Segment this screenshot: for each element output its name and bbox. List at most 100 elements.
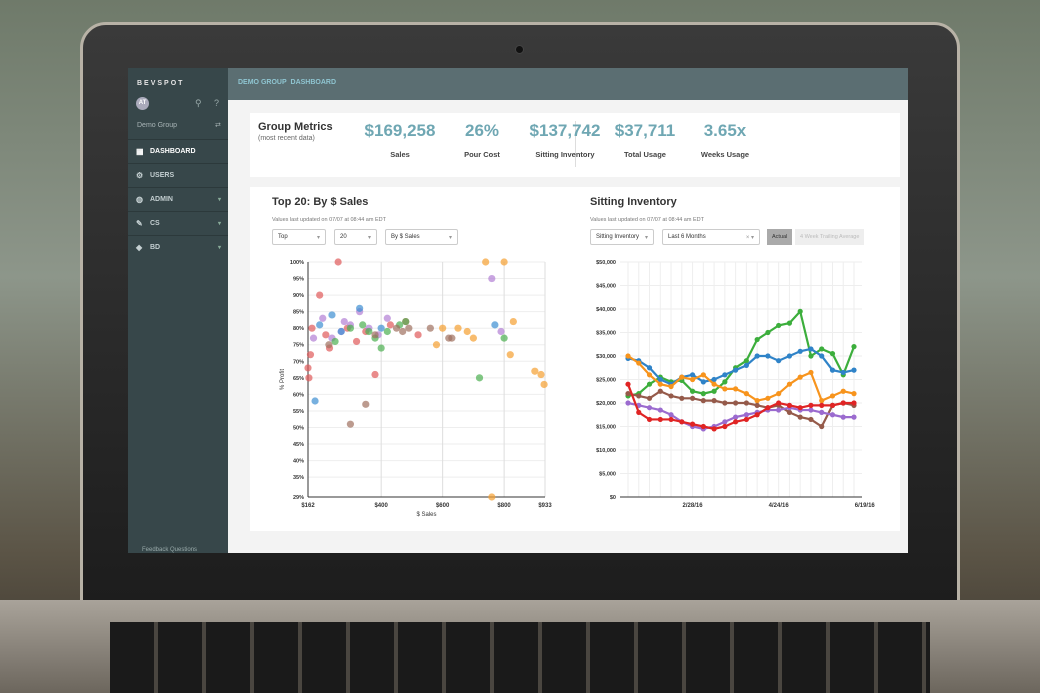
range-select-value: Last 6 Months	[668, 234, 706, 240]
data-point-green	[786, 320, 793, 326]
y-axis-label: % Profit	[280, 369, 286, 390]
data-point-red	[305, 374, 313, 382]
data-point-orange	[689, 376, 696, 383]
data-point-red	[840, 400, 846, 406]
data-point-purple	[733, 414, 739, 420]
count-select-value: 20	[340, 234, 347, 240]
data-point-brown	[346, 420, 355, 428]
metric-1: 26% Pour Cost	[427, 121, 537, 159]
data-point-orange	[668, 383, 674, 390]
top-select[interactable]: Top ▾	[272, 229, 326, 245]
data-point-brown	[786, 409, 793, 415]
sidebar-item-cs[interactable]: ✎ CS ▾	[128, 211, 228, 235]
y-tick-label: 100%	[290, 260, 304, 266]
data-point-red	[711, 426, 717, 432]
data-point-blue	[829, 367, 836, 373]
data-point-blue	[316, 321, 324, 329]
data-point-green	[383, 327, 391, 336]
data-point-green	[365, 327, 373, 336]
data-point-green	[346, 324, 355, 332]
data-point-red	[308, 324, 316, 332]
data-point-brown	[625, 391, 631, 397]
sort-select-value: By $ Sales	[391, 234, 420, 240]
sidebar-footer[interactable]: Feedback Questions	[142, 547, 198, 553]
data-point-orange	[754, 398, 760, 404]
data-point-blue	[819, 353, 825, 359]
data-point-orange	[488, 493, 496, 501]
data-point-red	[316, 291, 324, 299]
data-point-purple	[340, 317, 348, 326]
data-point-purple	[851, 414, 857, 420]
metric-label: Total Usage	[624, 150, 666, 159]
y-tick-label: 90%	[293, 293, 304, 299]
toggle-actual[interactable]: Actual	[767, 229, 793, 245]
data-point-green	[754, 336, 760, 343]
data-point-purple	[840, 414, 846, 420]
sidebar-item-admin[interactable]: ◍ ADMIN ▾	[128, 187, 228, 211]
data-point-red	[668, 416, 674, 423]
data-point-blue	[851, 367, 857, 373]
metric-value: $37,711	[614, 121, 676, 140]
inventory-title: Sitting Inventory	[590, 196, 677, 208]
toggle-trailing-average[interactable]: 4 Week Trailing Average	[795, 229, 865, 245]
avatar[interactable]: AT	[136, 97, 149, 110]
data-point-green	[722, 379, 728, 385]
data-point-brown	[646, 395, 653, 401]
dashboard-icon: ▦	[136, 147, 144, 156]
sidebar: BEVSPOT AT ⚲ ? Demo Group ⇄ ▦ DASHBOARD ⚙ U…	[128, 68, 228, 553]
data-point-blue	[797, 348, 803, 354]
data-point-brown	[405, 324, 413, 332]
data-point-blue	[328, 311, 336, 319]
search-icon[interactable]: ⚲	[195, 98, 202, 108]
breadcrumb: DEMO GROUP DASHBOARD	[228, 68, 908, 100]
data-point-blue	[765, 353, 771, 359]
data-point-brown	[689, 395, 696, 401]
data-point-red	[386, 321, 394, 329]
y-tick-label: 50%	[293, 425, 304, 431]
data-point-red	[304, 364, 312, 372]
data-point-blue	[689, 372, 696, 378]
data-point-green	[359, 321, 367, 329]
metrics-subtitle: (most recent data)	[258, 135, 315, 142]
series-line-brown	[627, 390, 855, 429]
switch-group-icon[interactable]: ⇄	[215, 122, 221, 129]
data-point-orange	[646, 372, 653, 378]
metric-select[interactable]: Sitting Inventory ▾	[590, 229, 654, 245]
data-point-orange	[765, 395, 771, 401]
data-point-purple	[776, 407, 782, 413]
data-point-purple	[497, 327, 505, 336]
metric-label: Pour Cost	[464, 150, 500, 159]
range-select[interactable]: Last 6 Months × ▾	[662, 229, 760, 245]
data-point-blue	[808, 346, 814, 352]
data-point-orange	[625, 353, 631, 359]
y-tick-label: 75%	[293, 343, 304, 349]
breadcrumb-group[interactable]: DEMO GROUP	[238, 79, 287, 86]
metric-label: Weeks Usage	[700, 150, 750, 159]
data-point-orange	[636, 360, 642, 366]
data-point-orange	[679, 374, 685, 380]
sidebar-item-users[interactable]: ⚙ USERS	[128, 163, 228, 187]
data-point-orange	[657, 381, 663, 387]
data-point-red	[765, 405, 771, 411]
data-point-red	[776, 400, 782, 406]
sidebar-item-bd[interactable]: ◆ BD ▾	[128, 235, 228, 259]
count-select[interactable]: 20 ▾	[334, 229, 377, 245]
sort-select[interactable]: By $ Sales ▾	[385, 229, 458, 245]
y-tick-label: 65%	[293, 376, 304, 382]
group-name[interactable]: Demo Group	[137, 122, 178, 129]
y-tick-label: 40%	[293, 459, 304, 465]
data-point-green	[700, 391, 706, 397]
divider	[575, 121, 576, 167]
data-point-blue	[754, 353, 760, 359]
y-tick-label: $0	[610, 495, 616, 501]
charts-card: Top 20: By $ Sales Values last updated o…	[250, 187, 900, 531]
sidebar-item-dashboard[interactable]: ▦ DASHBOARD	[128, 139, 228, 163]
y-tick-label: $45,000	[596, 284, 616, 290]
data-point-green	[500, 334, 508, 342]
y-tick-label: 85%	[293, 310, 304, 316]
data-point-green	[377, 344, 385, 352]
brand-logo: BEVSPOT	[137, 80, 185, 87]
x-axis-label: $ Sales	[416, 512, 436, 518]
help-icon[interactable]: ?	[214, 98, 220, 108]
clear-chevron-icon[interactable]: × ▾	[745, 235, 754, 241]
